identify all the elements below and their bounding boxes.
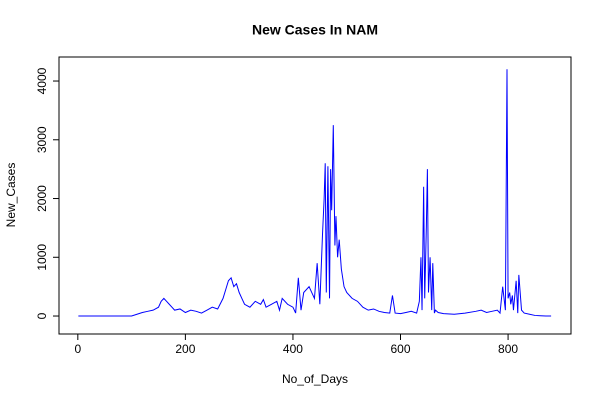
y-tick-label: 0 xyxy=(35,312,49,319)
y-tick-label: 2000 xyxy=(35,185,49,212)
chart-title: New Cases In NAM xyxy=(252,22,378,38)
x-axis-title: No_of_Days xyxy=(282,372,348,386)
x-tick-label: 0 xyxy=(74,342,81,356)
y-tick-label: 3000 xyxy=(35,126,49,153)
x-tick-label: 800 xyxy=(498,342,518,356)
plot-box xyxy=(58,56,572,335)
x-tick-label: 200 xyxy=(175,342,195,356)
x-tick-label: 600 xyxy=(390,342,410,356)
y-axis-title: New_Cases xyxy=(4,163,18,228)
data-line xyxy=(78,69,552,317)
y-tick-label: 1000 xyxy=(35,244,49,271)
x-tick-label: 400 xyxy=(283,342,303,356)
y-tick-label: 4000 xyxy=(35,67,49,94)
